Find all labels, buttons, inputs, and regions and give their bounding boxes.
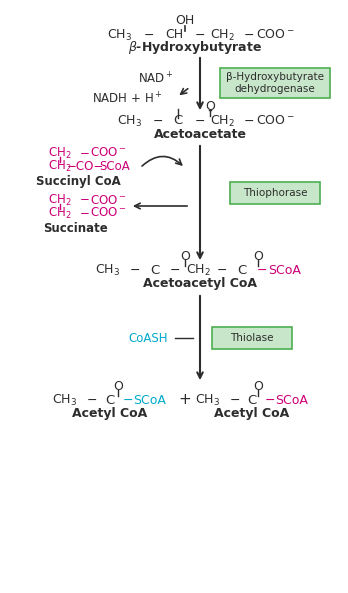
Text: CH$_3$: CH$_3$ — [53, 393, 78, 407]
Text: −: − — [80, 146, 90, 160]
Text: COO$^-$: COO$^-$ — [90, 193, 126, 206]
Text: COO$^-$: COO$^-$ — [90, 146, 126, 160]
Text: −: − — [153, 114, 163, 127]
Text: COO$^-$: COO$^-$ — [256, 28, 294, 42]
Text: CH$_3$: CH$_3$ — [108, 27, 133, 43]
Text: −: − — [80, 206, 90, 219]
Text: CH$_2$: CH$_2$ — [185, 263, 211, 278]
Text: CoASH: CoASH — [128, 331, 168, 345]
Text: Acetoacetyl CoA: Acetoacetyl CoA — [143, 278, 257, 291]
Text: SCoA: SCoA — [134, 394, 166, 406]
Text: O: O — [180, 250, 190, 263]
FancyBboxPatch shape — [230, 182, 320, 204]
Text: −: − — [87, 394, 97, 406]
Text: CH$_3$: CH$_3$ — [117, 113, 143, 129]
Text: CH$_2$: CH$_2$ — [48, 145, 72, 161]
Text: Succinate: Succinate — [44, 222, 108, 234]
Text: C: C — [173, 114, 183, 127]
Text: CH$_2$: CH$_2$ — [209, 27, 235, 43]
Text: C: C — [105, 394, 114, 406]
Text: −: − — [257, 263, 267, 276]
Text: −: − — [144, 28, 154, 42]
Text: CH$_2$: CH$_2$ — [48, 205, 72, 221]
Text: Acetyl CoA: Acetyl CoA — [214, 407, 290, 420]
Text: Thiolase: Thiolase — [230, 333, 274, 343]
Text: NADH + H$^+$: NADH + H$^+$ — [93, 91, 163, 107]
FancyBboxPatch shape — [212, 327, 292, 349]
Text: −: − — [244, 28, 254, 42]
Text: NAD$^+$: NAD$^+$ — [139, 71, 174, 87]
Text: O: O — [113, 381, 123, 394]
Text: Succinyl CoA: Succinyl CoA — [35, 174, 120, 187]
Text: −: − — [170, 263, 180, 276]
Text: $\beta$-Hydroxybutyrate: $\beta$-Hydroxybutyrate — [128, 39, 262, 56]
Text: CH$_2$: CH$_2$ — [209, 113, 235, 129]
Text: O: O — [253, 250, 263, 263]
Text: −: − — [123, 394, 133, 406]
Text: Thiophorase: Thiophorase — [243, 188, 307, 198]
Text: −: − — [265, 394, 275, 406]
Text: CH$_3$: CH$_3$ — [196, 393, 221, 407]
Text: −: − — [244, 114, 254, 127]
FancyBboxPatch shape — [220, 68, 330, 98]
Text: Acetoacetate: Acetoacetate — [153, 127, 246, 141]
Text: COO$^-$: COO$^-$ — [90, 206, 126, 219]
Text: CH: CH — [165, 28, 183, 42]
Text: OH: OH — [175, 14, 195, 27]
Text: −: − — [195, 114, 205, 127]
Text: −CO−: −CO− — [66, 160, 104, 173]
Text: SCoA: SCoA — [100, 160, 130, 173]
Text: −: − — [130, 263, 140, 276]
Text: C: C — [237, 263, 247, 276]
Text: −: − — [230, 394, 240, 406]
Text: SCoA: SCoA — [276, 394, 308, 406]
Text: CH$_2$: CH$_2$ — [48, 193, 72, 208]
Text: Acetyl CoA: Acetyl CoA — [72, 407, 148, 420]
Text: O: O — [253, 381, 263, 394]
Text: +: + — [179, 393, 191, 407]
Text: O: O — [205, 100, 215, 113]
Text: C: C — [150, 263, 160, 276]
Text: SCoA: SCoA — [269, 263, 301, 276]
Text: −: − — [80, 193, 90, 206]
Text: COO$^-$: COO$^-$ — [256, 114, 294, 127]
Text: β-Hydroxybutyrate
dehydrogenase: β-Hydroxybutyrate dehydrogenase — [226, 72, 324, 94]
Text: CH$_3$: CH$_3$ — [95, 263, 120, 278]
Text: C: C — [247, 394, 256, 406]
Text: −: − — [195, 28, 205, 42]
Text: CH$_2$: CH$_2$ — [48, 158, 72, 174]
Text: −: − — [217, 263, 227, 276]
